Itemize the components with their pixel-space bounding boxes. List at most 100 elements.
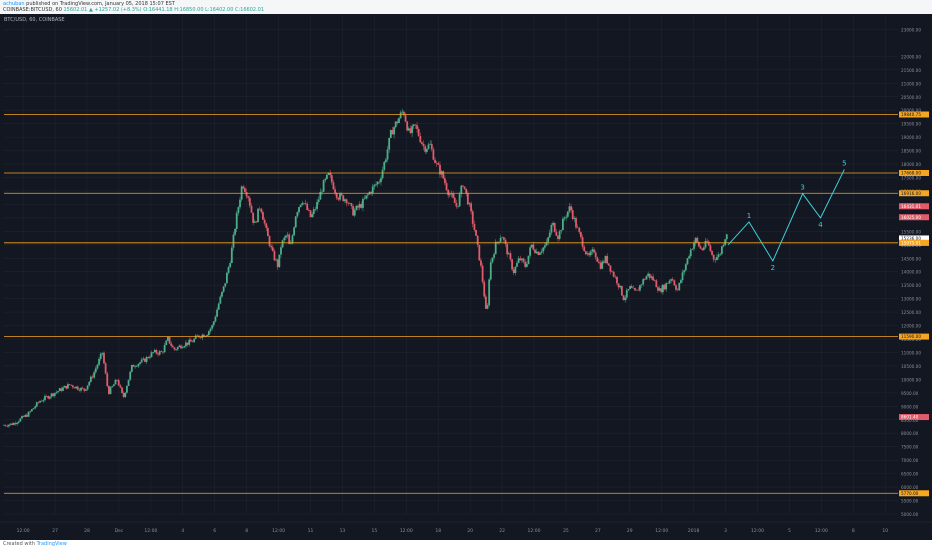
y-tick-label: 20500.00 <box>901 95 921 100</box>
y-tick-label: 13000.00 <box>901 297 921 302</box>
candle-body <box>724 239 727 245</box>
candle-body <box>24 414 27 417</box>
x-tick-label: 29 <box>627 528 633 534</box>
price-tag <box>899 203 929 210</box>
candle-body <box>206 335 209 336</box>
candle-body <box>307 210 310 211</box>
level-price-label: 11590.00 <box>901 334 921 339</box>
candle-body <box>176 347 179 350</box>
candle-body <box>693 243 695 249</box>
candle-body <box>489 262 492 280</box>
candle-body <box>424 146 427 152</box>
candle-body <box>427 144 430 149</box>
candle-body <box>73 387 76 389</box>
candle-body <box>317 199 320 202</box>
candle-body <box>645 276 648 280</box>
candle-body <box>271 247 274 251</box>
candle-body <box>639 285 641 291</box>
candle-body <box>357 205 359 208</box>
candle-body <box>666 283 669 284</box>
candle-body <box>548 232 551 238</box>
candle-body <box>167 336 169 341</box>
candle-body <box>701 248 704 250</box>
candle-body <box>145 357 148 362</box>
candle-body <box>196 335 199 337</box>
price-chart[interactable]: 1234523000.0022000.0021500.0021000.00205… <box>0 14 932 540</box>
wave-label: 5 <box>842 159 846 167</box>
candle-body <box>193 338 196 343</box>
candle-body <box>522 258 525 262</box>
candle-body <box>325 174 328 179</box>
candle-body <box>32 408 35 410</box>
candle-body <box>107 386 110 395</box>
candle-body <box>652 276 654 281</box>
candle-body <box>378 181 381 183</box>
candle-body <box>157 353 159 355</box>
candle-body <box>527 255 530 265</box>
candle-body <box>298 207 300 213</box>
candle-body <box>286 234 289 236</box>
candle-body <box>547 237 550 242</box>
price-tag-label: 16025.00 <box>901 215 921 220</box>
candle-body <box>521 258 523 261</box>
candle-body <box>583 246 586 252</box>
candle-body <box>362 198 364 208</box>
level-price-tag <box>899 169 929 176</box>
x-tick-label: 13 <box>340 528 346 534</box>
candle-body <box>604 255 607 263</box>
y-tick-label: 5000.00 <box>901 512 919 517</box>
level-price-tag <box>899 333 929 340</box>
x-tick-label: 12:00 <box>815 528 828 534</box>
candle-body <box>155 350 158 354</box>
candle-body <box>248 198 251 206</box>
level-price-tag <box>899 490 929 497</box>
candle-body <box>722 244 725 247</box>
candle-body <box>530 244 533 248</box>
candle-body <box>288 234 291 244</box>
author-link[interactable]: achuban <box>3 1 25 7</box>
candle-body <box>657 287 659 291</box>
candle-body <box>462 185 464 187</box>
candle-body <box>132 364 135 367</box>
x-tick-label: Dec <box>115 528 124 534</box>
candle-body <box>525 264 528 267</box>
candle-body <box>242 186 245 189</box>
candle-body <box>640 284 643 286</box>
price-tag-label: 15075.01 <box>901 240 921 245</box>
candle-body <box>148 357 151 358</box>
candle-body <box>245 192 248 197</box>
candle-body <box>16 422 19 425</box>
candle-body <box>550 224 553 233</box>
candle-body <box>237 207 240 213</box>
x-tick-label: 8 <box>852 528 855 534</box>
candle-body <box>707 241 710 246</box>
y-tick-label: 15500.00 <box>901 229 921 234</box>
x-tick-label: 12:00 <box>751 528 764 534</box>
candle-body <box>258 208 261 210</box>
candle-body <box>3 425 5 426</box>
candle-body <box>93 372 96 378</box>
candle-body <box>622 295 625 301</box>
candle-body <box>67 384 69 389</box>
tradingview-logo[interactable]: TradingView <box>36 541 67 547</box>
candle-body <box>360 204 363 208</box>
candle-body <box>565 216 568 218</box>
candle-body <box>704 240 707 248</box>
y-tick-label: 5500.00 <box>901 499 919 504</box>
y-tick-label: 21500.00 <box>901 68 921 73</box>
candle-body <box>152 352 155 353</box>
chart-panel[interactable] <box>0 14 932 540</box>
candle-body <box>401 111 404 113</box>
candle-body <box>452 193 454 198</box>
candle-body <box>447 189 450 196</box>
candle-body <box>588 253 591 256</box>
candle-body <box>363 198 366 200</box>
candle-body <box>273 250 276 261</box>
candle-body <box>278 254 281 268</box>
candle-body <box>502 237 505 240</box>
candle-body <box>593 249 595 253</box>
candle-body <box>124 392 127 398</box>
candle-body <box>683 270 686 273</box>
candle-body <box>539 252 541 255</box>
candle-body <box>70 384 73 386</box>
